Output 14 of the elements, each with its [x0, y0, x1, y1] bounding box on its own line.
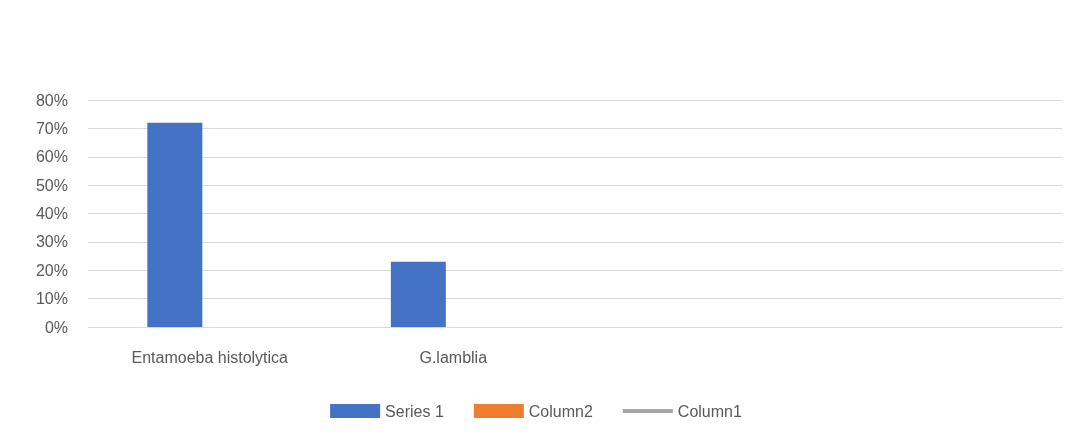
y-tick-label: 30%	[35, 233, 68, 251]
y-tick-label: 20%	[35, 261, 68, 279]
y-tick-label: 40%	[35, 205, 68, 222]
x-tick-label: Entamoeba histolytica	[131, 348, 289, 366]
legend-label: Column2	[528, 402, 593, 420]
y-tick-label: 60%	[35, 148, 68, 166]
y-tick-label: 70%	[35, 119, 68, 137]
y-tick-label: 80%	[35, 91, 68, 109]
legend-label: Series 1	[385, 402, 444, 420]
y-tick-label: 0%	[44, 318, 68, 336]
y-tick-label: 50%	[35, 176, 68, 194]
x-tick-label: G.lamblia	[419, 348, 488, 366]
legend-label: Column1	[677, 402, 742, 420]
y-tick-label: 10%	[35, 290, 68, 308]
